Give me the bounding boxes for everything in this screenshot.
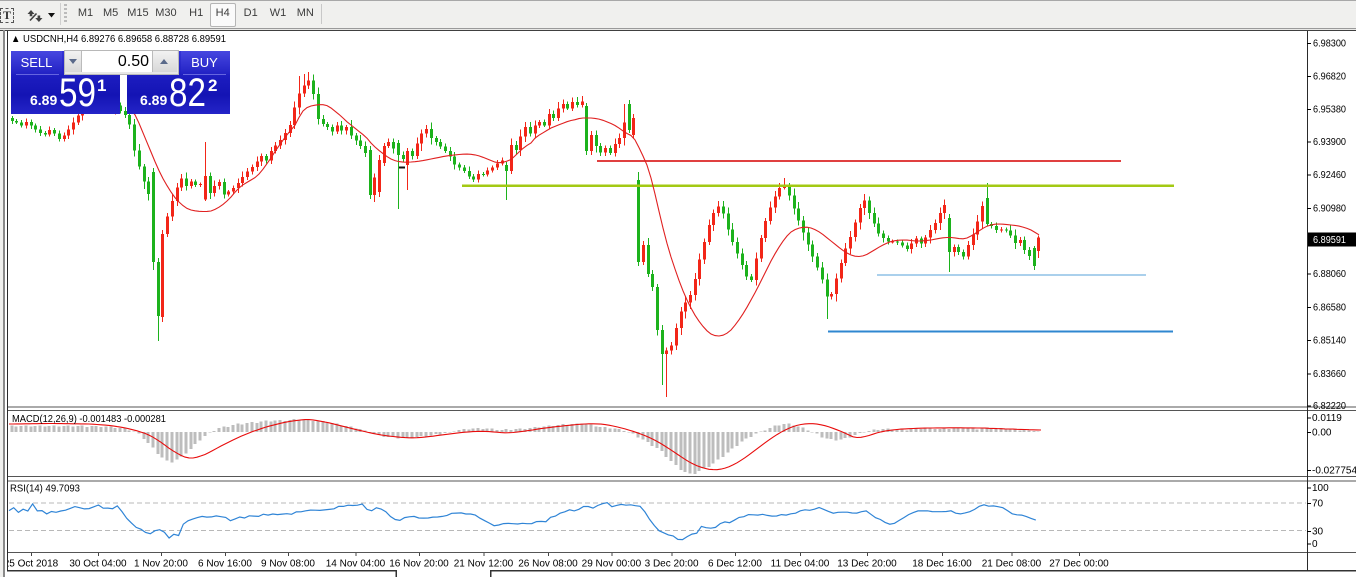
svg-text:RSI(14) 49.7093: RSI(14) 49.7093 [10,483,80,495]
svg-text:▲ USDCNH,H4 6.89276 6.89658 6: ▲ USDCNH,H4 6.89276 6.89658 6.88728 6.89… [11,33,226,45]
svg-text:6.96820: 6.96820 [1313,72,1346,83]
svg-text:18 Dec 16:00: 18 Dec 16:00 [912,559,972,570]
svg-text:30 Oct 04:00: 30 Oct 04:00 [69,559,127,570]
svg-text:6.90980: 6.90980 [1313,204,1346,215]
svg-text:6.82220: 6.82220 [1313,401,1346,412]
svg-text:6.89591: 6.89591 [1313,235,1346,246]
svg-text:1 Nov 20:00: 1 Nov 20:00 [134,559,188,570]
svg-text:26 Nov 08:00: 26 Nov 08:00 [518,559,578,570]
svg-text:6.98300: 6.98300 [1313,38,1346,49]
svg-text:30: 30 [1312,527,1324,538]
svg-text:0.00: 0.00 [1312,427,1332,438]
svg-text:14 Nov 04:00: 14 Nov 04:00 [326,559,386,570]
svg-text:9 Nov 08:00: 9 Nov 08:00 [261,559,315,570]
svg-text:-0.027754: -0.027754 [1312,465,1356,476]
svg-text:0.0119: 0.0119 [1312,413,1342,424]
svg-text:6 Dec 12:00: 6 Dec 12:00 [708,559,762,570]
svg-text:6.88060: 6.88060 [1313,269,1346,280]
svg-text:6.93900: 6.93900 [1313,137,1346,148]
svg-text:11 Dec 04:00: 11 Dec 04:00 [771,559,830,570]
svg-text:6.95380: 6.95380 [1313,105,1346,116]
svg-text:100: 100 [1312,483,1329,494]
svg-text:6 Nov 16:00: 6 Nov 16:00 [198,559,252,570]
svg-text:3 Dec 20:00: 3 Dec 20:00 [645,559,699,570]
svg-text:21 Nov 12:00: 21 Nov 12:00 [454,559,514,570]
svg-text:MACD(12,26,9) -0.001483 -0.000: MACD(12,26,9) -0.001483 -0.000281 [12,413,166,425]
svg-text:6.86580: 6.86580 [1313,303,1346,314]
svg-text:29 Nov 00:00: 29 Nov 00:00 [582,559,642,570]
svg-text:6.85140: 6.85140 [1313,336,1346,347]
svg-text:13 Dec 20:00: 13 Dec 20:00 [837,559,897,570]
svg-text:70: 70 [1312,499,1324,510]
svg-text:16 Nov 20:00: 16 Nov 20:00 [389,559,449,570]
svg-text:6.83660: 6.83660 [1313,369,1346,380]
svg-text:6.92460: 6.92460 [1313,170,1346,181]
svg-text:0: 0 [1312,539,1318,550]
svg-text:21 Dec 08:00: 21 Dec 08:00 [982,559,1042,570]
svg-text:27 Dec 00:00: 27 Dec 00:00 [1049,559,1109,570]
svg-text:25 Oct 2018: 25 Oct 2018 [4,559,59,570]
